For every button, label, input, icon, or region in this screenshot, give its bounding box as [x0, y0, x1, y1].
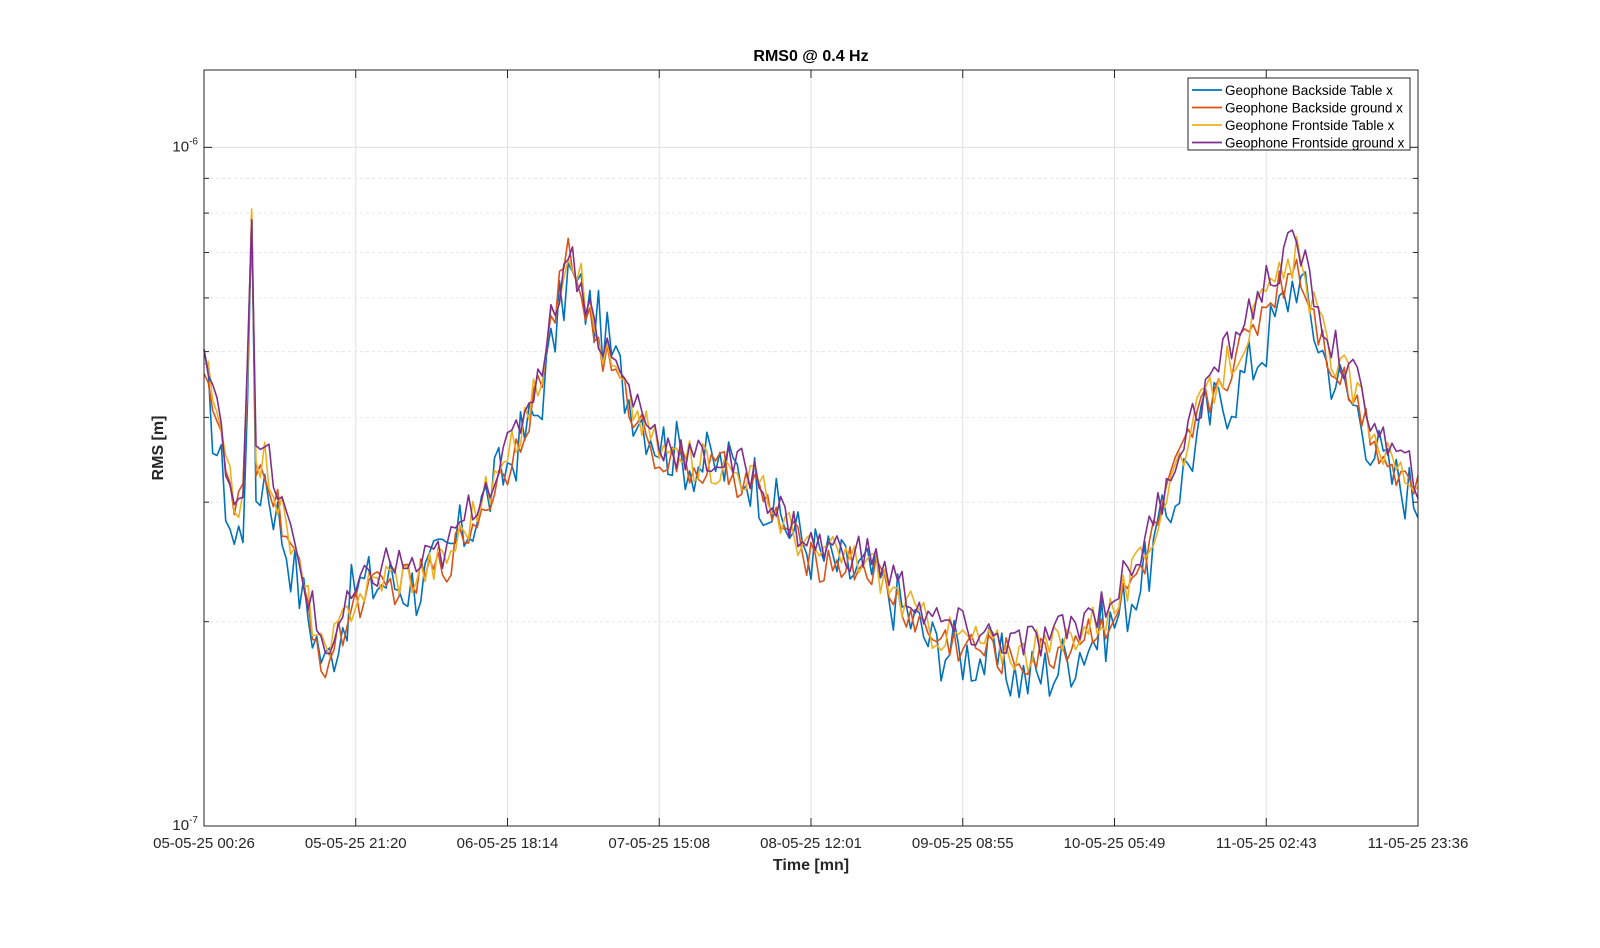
legend-label: Geophone Frontside ground x [1225, 136, 1405, 151]
x-tick-label: 08-05-25 12:01 [760, 835, 862, 852]
y-tick-labels: 10-7 10-6 [172, 136, 198, 834]
x-tick-label: 06-05-25 18:14 [457, 835, 559, 852]
grid-lines [203, 70, 1419, 827]
legend-label: Geophone Frontside Table x [1225, 118, 1395, 133]
x-tick-label: 11-05-25 02:43 [1216, 835, 1317, 852]
x-tick-label: 11-05-25 23:36 [1368, 835, 1469, 852]
x-tick-labels: 05-05-25 00:26 05-05-25 21:20 06-05-25 18:… [153, 835, 1468, 852]
y-tick-label: 10-7 [172, 815, 198, 834]
legend: Geophone Backside Table x Geophone Backsi… [1187, 77, 1411, 151]
series-line-4 [203, 219, 1419, 657]
x-axis-title: Time [mn] [773, 857, 849, 874]
series-lines [203, 208, 1419, 699]
series-line-2 [203, 210, 1419, 679]
y-tick-label: 10-6 [172, 136, 198, 155]
chart-title: RMS0 @ 0.4 Hz [753, 48, 868, 65]
legend-label: Geophone Backside ground x [1225, 101, 1403, 116]
axis-ticks [203, 70, 1419, 827]
x-tick-label: 09-05-25 08:55 [912, 835, 1014, 852]
legend-box [1187, 77, 1411, 151]
x-tick-label: 05-05-25 00:26 [153, 835, 255, 852]
y-axis-title: RMS [m] [150, 416, 167, 481]
x-tick-label: 05-05-25 21:20 [305, 835, 407, 852]
legend-label: Geophone Backside Table x [1225, 83, 1393, 98]
x-tick-label: 10-05-25 05:49 [1064, 835, 1166, 852]
x-tick-label: 07-05-25 15:08 [608, 835, 710, 852]
